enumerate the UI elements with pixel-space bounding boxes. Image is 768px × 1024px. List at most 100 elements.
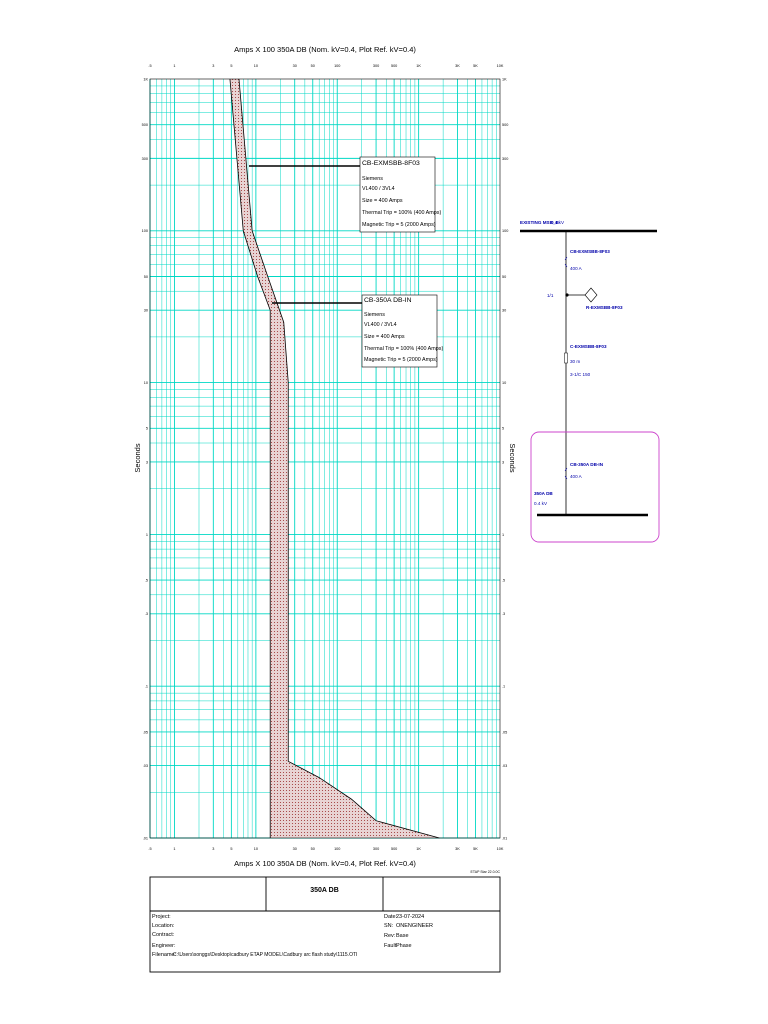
x-tick-label: 10K bbox=[497, 847, 504, 851]
fault-label: Fault: bbox=[384, 943, 398, 949]
x-tick-labels-bottom: .5 1 3 5 10 30 50 100 300 500 1K 3K 5K 10K bbox=[148, 847, 503, 851]
breaker1-name: CB-EXMSBB-8F03 bbox=[570, 249, 610, 254]
y-axis-label-right: Seconds bbox=[508, 443, 517, 472]
y-tick-label: 5 bbox=[146, 427, 148, 431]
software-version-note: ETAP Star 22.0.0C bbox=[471, 870, 501, 874]
device-label-box bbox=[359, 156, 436, 233]
highlight-box bbox=[530, 431, 660, 543]
breaker2-name: CB-350A DB-IN bbox=[570, 462, 604, 467]
x-tick-label: 300 bbox=[373, 64, 379, 68]
breaker-cb-350a-db-in[interactable]: CB-350A DB-IN 400 A bbox=[564, 462, 604, 480]
device-label-line: VL400 / 3VL4 bbox=[362, 186, 395, 192]
relay-name: R-EXMSBB-8F03 bbox=[586, 305, 623, 310]
y-tick-label: 500 bbox=[142, 123, 148, 127]
x-tick-label: 3 bbox=[212, 847, 214, 851]
x-tick-label: 1 bbox=[173, 64, 175, 68]
breaker-symbol-icon bbox=[564, 256, 568, 268]
x-tick-labels-top: .5 1 3 5 10 30 50 100 300 500 1K 3K 5K 10K bbox=[148, 64, 503, 68]
device-label-line: Size = 400 Amps bbox=[364, 334, 405, 340]
x-tick-label: 500 bbox=[391, 64, 397, 68]
device-label-box bbox=[361, 294, 438, 368]
x-tick-label: 10 bbox=[254, 64, 258, 68]
device-label-line: Thermal Trip = 100% (400 Amps) bbox=[362, 210, 441, 216]
rev-label: Rev: bbox=[384, 933, 396, 939]
bus-top-kv: 0.4 kV bbox=[551, 220, 565, 225]
tcc-band bbox=[229, 79, 440, 838]
x-tick-label: 1K bbox=[416, 847, 421, 851]
x-tick-label: 50 bbox=[311, 847, 315, 851]
y-tick-label: .1 bbox=[145, 685, 148, 689]
fault-value: Phase bbox=[396, 943, 412, 949]
device-label-title: CB-350A DB-IN bbox=[364, 297, 412, 304]
cable-c-exmsbb-8f03[interactable]: C-EXMSBB-8F03 30 m 3-1/C 150 bbox=[564, 344, 607, 377]
device-label-line: Siemens bbox=[364, 312, 385, 318]
x-tick-label: 50 bbox=[311, 64, 315, 68]
device-label-cb-exmsbb-8f03[interactable]: CB-EXMSBB-8F03 Siemens VL400 / 3VL4 Size… bbox=[249, 156, 441, 233]
x-tick-label: 3K bbox=[455, 847, 460, 851]
tcc-curve-min bbox=[229, 78, 271, 838]
date-label: Date: bbox=[384, 914, 398, 920]
sn-value: ONENGINEER bbox=[396, 923, 433, 929]
x-tick-label: 1 bbox=[173, 847, 175, 851]
bus-bottom-label: 350A DB bbox=[534, 491, 553, 496]
y-tick-label: 1K bbox=[143, 77, 148, 81]
y-tick-label: .03 bbox=[502, 764, 507, 768]
y-tick-label: .05 bbox=[502, 730, 507, 734]
relay-r-exmsbb-8f03[interactable]: 1/1 R-EXMSBB-8F03 bbox=[547, 287, 623, 310]
engineer-label: Engineer: bbox=[152, 943, 176, 949]
y-tick-label: 500 bbox=[502, 123, 508, 127]
one-line-diagram: EXISTING MSB_B 0.4 kV CB-EXMSBB-8F03 400… bbox=[520, 220, 660, 543]
chart-grid bbox=[149, 79, 500, 839]
x-tick-label: .5 bbox=[148, 847, 151, 851]
tcc-chart: Amps X 100 350A DB (Nom. kV=0.4, Plot Re… bbox=[133, 45, 517, 874]
x-tick-label: 5 bbox=[230, 64, 232, 68]
tcc-curve-max bbox=[238, 78, 440, 839]
y-tick-label: .01 bbox=[502, 836, 507, 840]
device-label-title: CB-EXMSBB-8F03 bbox=[362, 160, 420, 167]
device-curves bbox=[229, 78, 440, 839]
ct-icon bbox=[565, 293, 569, 297]
x-tick-label: 5K bbox=[473, 64, 478, 68]
y-tick-label: 30 bbox=[502, 309, 506, 313]
x-tick-label: 30 bbox=[293, 847, 297, 851]
filename-label: Filename: bbox=[152, 952, 177, 958]
y-tick-label: .1 bbox=[502, 685, 505, 689]
y-tick-label: 3 bbox=[146, 460, 148, 464]
rev-value: Base bbox=[396, 933, 409, 939]
y-tick-label: 300 bbox=[142, 157, 148, 161]
y-tick-labels-left: 1K 500 300 100 50 30 10 5 3 1 .5 .3 .1 .05 .03 .01 bbox=[142, 77, 149, 840]
device-label-line: Siemens bbox=[362, 176, 383, 182]
breaker2-rating: 400 A bbox=[570, 474, 583, 479]
x-tick-label: 5 bbox=[230, 847, 232, 851]
y-tick-label: 100 bbox=[502, 229, 508, 233]
x-tick-label: 3 bbox=[212, 64, 214, 68]
y-tick-label: 50 bbox=[502, 275, 506, 279]
contract-label: Contract: bbox=[152, 932, 175, 938]
x-tick-label: 100 bbox=[334, 64, 340, 68]
breaker-cb-exmsbb-8f03[interactable]: CB-EXMSBB-8F03 400 A bbox=[564, 249, 610, 271]
relay-diamond-icon bbox=[584, 287, 598, 303]
y-tick-label: .05 bbox=[143, 730, 148, 734]
chart-title: Amps X 100 350A DB (Nom. kV=0.4, Plot Re… bbox=[234, 45, 416, 54]
x-tick-label: 1K bbox=[416, 64, 421, 68]
plot-frame bbox=[149, 78, 501, 839]
y-tick-label: .3 bbox=[145, 612, 148, 616]
x-tick-label: .5 bbox=[148, 64, 151, 68]
title-block-frame bbox=[149, 876, 501, 973]
bus-top-label: EXISTING MSB_B bbox=[520, 220, 559, 225]
device-label-cb-350a-db-in[interactable]: CB-350A DB-IN Siemens VL400 / 3VL4 Size … bbox=[272, 294, 443, 368]
x-tick-label: 500 bbox=[391, 847, 397, 851]
x-tick-label: 10 bbox=[254, 847, 258, 851]
y-tick-label: 1 bbox=[502, 533, 504, 537]
device-label-line: Magnetic Trip = 5 (2000 Amps) bbox=[362, 222, 436, 228]
title-block-title: 350A DB bbox=[310, 887, 339, 894]
cable-name: C-EXMSBB-8F03 bbox=[570, 344, 607, 349]
y-tick-label: 3 bbox=[502, 460, 504, 464]
y-tick-label: .5 bbox=[502, 578, 505, 582]
y-tick-label: .03 bbox=[143, 764, 148, 768]
relay-ratio: 1/1 bbox=[547, 293, 554, 298]
x-tick-label: 10K bbox=[497, 64, 504, 68]
y-tick-label: 1K bbox=[502, 77, 507, 81]
device-label-line: Size = 400 Amps bbox=[362, 198, 403, 204]
